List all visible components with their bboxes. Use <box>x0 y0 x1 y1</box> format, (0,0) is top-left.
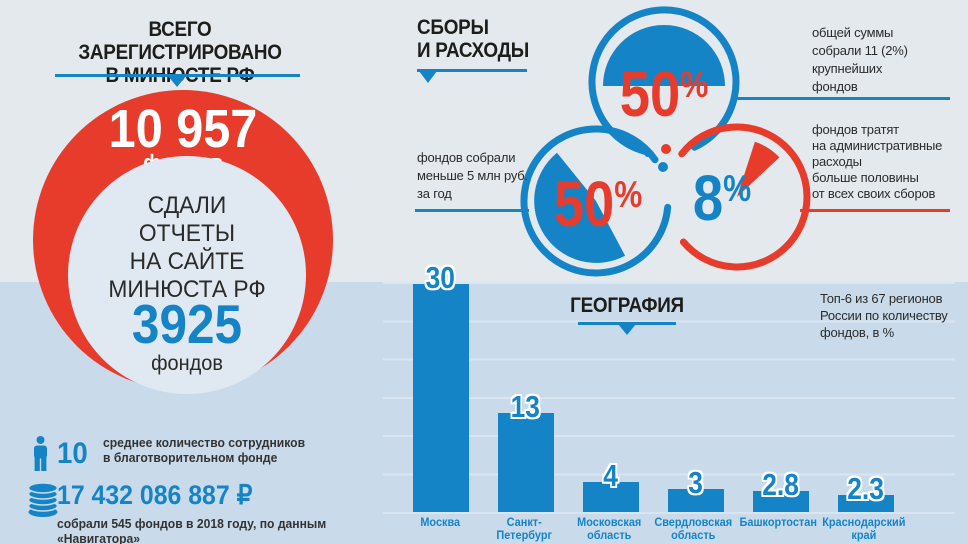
pie-top-ring <box>588 6 740 155</box>
bar <box>412 284 469 512</box>
bar-value-label: 4 <box>603 458 618 493</box>
pie-left-percent-sign: % <box>614 173 643 216</box>
bar-column: 2.8 <box>738 469 823 512</box>
pie-top-percent-sign: % <box>680 63 709 106</box>
registered-title: ВСЕГО ЗАРЕГИСТРИРОВАНО В МИНЮСТЕ РФ <box>78 18 282 87</box>
connector-line-left <box>415 209 529 212</box>
bar <box>582 482 639 512</box>
junction-dot-blue-small <box>644 149 652 157</box>
bar-category-label: Москва <box>420 517 461 529</box>
geography-title-arrow-icon <box>618 324 636 335</box>
pie-right-ring <box>678 123 811 271</box>
fees-title-arrow-icon <box>419 71 437 83</box>
geography-title-rule <box>578 322 676 325</box>
reported-text: СДАЛИ ОТЧЕТЫ НА САЙТЕ МИНЮСТА РФ <box>108 192 266 303</box>
coins-icon <box>27 482 59 517</box>
pie-right-number: 8 <box>692 162 724 234</box>
note-top-pie: общей суммы собрали 11 (2%) крупнейших ф… <box>812 25 908 94</box>
chart-gridlines <box>383 282 955 514</box>
pie-left-ring <box>520 125 672 277</box>
bar-column: 13 <box>483 391 568 512</box>
pie-left-sector <box>534 152 626 263</box>
pie-left-value: 50% <box>539 172 658 236</box>
note-right-pie: фондов тратят на административные расход… <box>812 122 943 201</box>
bar-value-label: 2.3 <box>847 471 884 506</box>
bar-column: 3 <box>653 467 738 512</box>
money-label: собрали 545 фондов в 2018 году, по данны… <box>57 517 327 544</box>
bar-value-label: 30 <box>425 260 456 295</box>
pie-right-wedge <box>737 141 780 197</box>
pie-top-half-disk <box>603 25 725 86</box>
reported-value: 3925 <box>131 293 243 355</box>
pie-right-value: 8% <box>671 166 773 230</box>
connector-line-right <box>800 209 950 212</box>
person-icon <box>34 436 47 471</box>
pie-left-number: 50 <box>553 168 615 240</box>
registered-title-rule <box>55 74 300 77</box>
bar-category-label: Краснодарский край <box>822 517 906 542</box>
junction-dot-red <box>661 144 671 154</box>
bar-value-label: 2.8 <box>762 467 799 502</box>
pie-right-percent-sign: % <box>723 167 752 210</box>
money-value: 17 432 086 887 ₽ <box>57 480 253 510</box>
bar <box>497 413 554 512</box>
registered-title-arrow-icon <box>168 76 186 87</box>
bar-category-label: Санкт-Петербург <box>496 517 553 542</box>
connector-line-top <box>736 97 950 100</box>
fees-title: СБОРЫ И РАСХОДЫ <box>417 16 530 62</box>
junction-dot-blue <box>658 162 668 172</box>
bar-chart-bars: 30 13 4 3 2.8 2.3 <box>398 262 908 512</box>
bar-category-label: Башкортостан <box>739 517 817 529</box>
bar-value-label: 13 <box>510 389 541 424</box>
bar-column: 30 <box>398 262 483 512</box>
total-registered-value: 10 957 <box>108 99 258 159</box>
fees-title-rule <box>417 69 527 72</box>
bar <box>837 495 894 512</box>
bar-category-label: Московская область <box>577 517 642 542</box>
employees-label: среднее количество сотрудников в благотв… <box>103 436 306 465</box>
bar-value-label: 3 <box>688 465 703 500</box>
bar-chart-categories: Москва Санкт-Петербург Московская область С… <box>398 517 908 543</box>
bar-category-label: Свердловская область <box>654 517 733 542</box>
employees-value: 10 <box>57 437 88 470</box>
pie-top-number: 50 <box>619 58 681 130</box>
bar <box>752 491 809 512</box>
reported-unit: фондов <box>151 352 223 375</box>
note-left-pie: фондов собрали меньше 5 млн руб. за год <box>417 150 528 201</box>
bar-column: 4 <box>568 460 653 512</box>
geography-note: Топ-6 из 67 регионов России по количеств… <box>820 291 948 340</box>
pie-top-value: 50% <box>605 62 724 126</box>
bar <box>667 489 724 512</box>
pie-circles <box>520 6 811 277</box>
geography-title: ГЕОГРАФИЯ <box>570 294 684 317</box>
bar-column: 2.3 <box>823 473 908 512</box>
reported-circle <box>68 156 306 394</box>
